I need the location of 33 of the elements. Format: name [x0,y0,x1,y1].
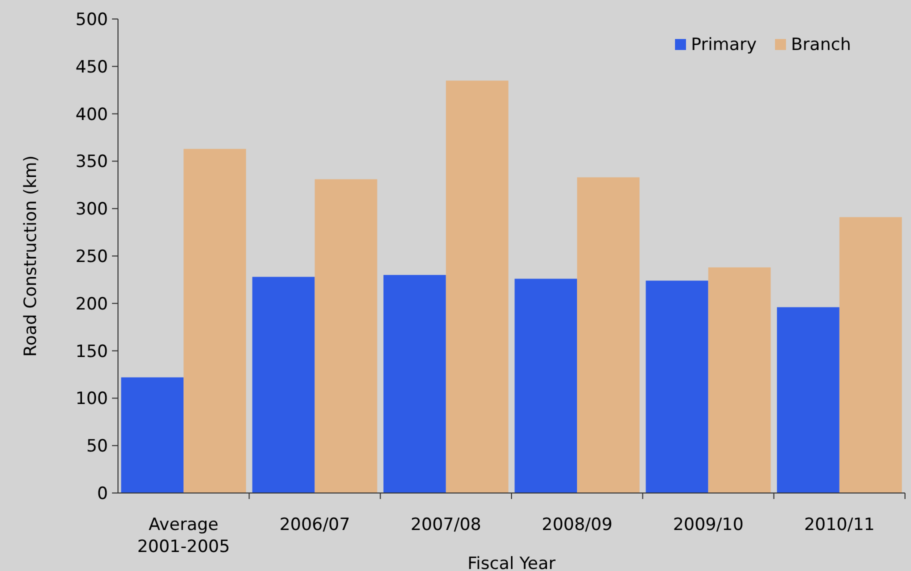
y-tick-label: 100 [76,389,108,410]
y-tick-label: 400 [76,104,108,125]
y-axis-title: Road Construction (km) [21,155,41,357]
y-tick-label: 300 [76,200,108,220]
bar [184,148,246,493]
y-tick-label: 200 [76,294,108,314]
y-tick-label: 350 [76,152,108,172]
bar [314,179,378,493]
bar [577,177,640,493]
y-tick-label: 450 [76,57,108,78]
x-tick-label: 2009/10 [672,515,744,535]
x-tick-label: 2007/08 [410,515,482,535]
x-tick-label: Average 2001-2005 [137,515,230,557]
y-tick-label: 250 [76,246,108,267]
bar [708,267,771,493]
bar [383,274,446,493]
legend-label: Primary [691,35,757,55]
x-tick-label: 2010/11 [804,515,875,535]
bar [776,307,840,493]
bar [839,217,902,493]
x-axis-title: Fiscal Year [467,554,556,571]
bar [446,80,508,493]
legend-label: Branch [791,35,851,55]
bar [121,377,184,493]
y-tick-label: 0 [97,484,108,504]
x-tick-label: 2008/09 [542,515,612,535]
bar [514,278,578,493]
x-tick-label: 2006/07 [279,515,350,535]
bar [252,276,315,493]
y-tick-label: 500 [76,10,108,30]
y-tick-label: 50 [86,436,108,457]
y-tick-label: 150 [76,342,108,362]
bar [646,280,708,493]
